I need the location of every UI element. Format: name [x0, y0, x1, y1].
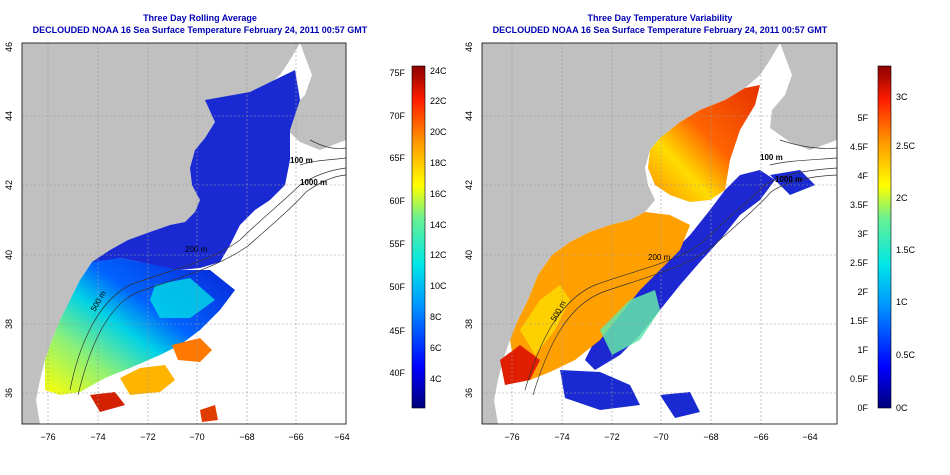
- left-xtick-76: −76: [40, 432, 55, 442]
- left-contour-1000: 1000 m: [300, 178, 327, 187]
- right-cb-f-45: 4.5F: [850, 142, 869, 152]
- left-cb-f-40: 40F: [389, 368, 405, 378]
- left-cb-c-24: 24C: [430, 66, 447, 76]
- right-ytick-44: 44: [464, 111, 474, 121]
- left-cb-f-55: 55F: [389, 239, 405, 249]
- right-ytick-42: 42: [464, 180, 474, 190]
- left-ytick-44: 44: [4, 111, 14, 121]
- left-contour-100: 100 m: [290, 156, 313, 165]
- left-ytick-40: 40: [4, 250, 14, 260]
- left-ytick-42: 42: [4, 180, 14, 190]
- left-sst-cold: [92, 70, 300, 270]
- right-cb-f-4: 4F: [857, 171, 868, 181]
- right-cb-f-1: 1F: [857, 345, 868, 355]
- right-cb-f-25: 2.5F: [850, 258, 869, 268]
- right-ytick-46: 46: [464, 42, 474, 52]
- right-ytick-40: 40: [464, 250, 474, 260]
- right-land: [482, 43, 780, 424]
- right-xtick-68: −68: [703, 432, 718, 442]
- left-xtick-72: −72: [140, 432, 155, 442]
- right-cb-c-15: 1.5C: [896, 245, 916, 255]
- right-xtick-66: −66: [753, 432, 768, 442]
- right-title-line1: Three Day Temperature Variability: [587, 13, 733, 23]
- right-cb-c-0: 0C: [896, 403, 908, 413]
- left-cb-c-10: 10C: [430, 281, 447, 291]
- left-cb-c-8: 8C: [430, 312, 442, 322]
- left-cb-f-45: 45F: [389, 326, 405, 336]
- left-ytick-38: 38: [4, 319, 14, 329]
- right-cb-c-1: 1C: [896, 297, 908, 307]
- left-ytick-46: 46: [4, 42, 14, 52]
- right-cb-f-5: 5F: [857, 113, 868, 123]
- left-cb-f-60: 60F: [389, 196, 405, 206]
- left-cb-c-14: 14C: [430, 220, 447, 230]
- left-cb-c-18: 18C: [430, 158, 447, 168]
- left-xtick-64: −64: [334, 432, 349, 442]
- right-title-line2: DECLOUDED NOAA 16 Sea Surface Temperatur…: [492, 25, 828, 35]
- left-cb-c-22: 22C: [430, 96, 447, 106]
- left-cb-c-6: 6C: [430, 343, 442, 353]
- left-title-line2: DECLOUDED NOAA 16 Sea Surface Temperatur…: [32, 25, 368, 35]
- left-xtick-70: −70: [189, 432, 204, 442]
- left-cb-c-4: 4C: [430, 374, 442, 384]
- left-cb-c-12: 12C: [430, 250, 447, 260]
- right-cb-c-2: 2C: [896, 193, 908, 203]
- right-contour-100: 100 m: [760, 153, 783, 162]
- right-ytick-38: 38: [464, 319, 474, 329]
- left-title-line1: Three Day Rolling Average: [143, 13, 257, 23]
- right-cb-f-3: 3F: [857, 229, 868, 239]
- left-colorbar: [411, 65, 426, 409]
- right-contour-1000: 1000 m: [775, 175, 802, 184]
- right-xtick-76: −76: [504, 432, 519, 442]
- left-xtick-66: −66: [288, 432, 303, 442]
- left-cb-f-75: 75F: [389, 68, 405, 78]
- right-map: [482, 43, 837, 424]
- left-cb-f-70: 70F: [389, 111, 405, 121]
- left-map: [22, 43, 346, 424]
- right-cb-f-15: 1.5F: [850, 316, 869, 326]
- right-xtick-70: −70: [653, 432, 668, 442]
- right-cb-c-25: 2.5C: [896, 141, 916, 151]
- right-var-gom: [648, 85, 760, 202]
- right-cb-c-05: 0.5C: [896, 350, 916, 360]
- left-cb-f-50: 50F: [389, 282, 405, 292]
- right-ytick-36: 36: [464, 388, 474, 398]
- right-xtick-74: −74: [554, 432, 569, 442]
- right-xtick-72: −72: [604, 432, 619, 442]
- left-xtick-68: −68: [239, 432, 254, 442]
- left-cb-f-65: 65F: [389, 153, 405, 163]
- left-sst-warm: [120, 365, 175, 395]
- right-cb-f-35: 3.5F: [850, 200, 869, 210]
- right-var-shelf: [510, 212, 690, 380]
- right-cb-f-05: 0.5F: [850, 374, 869, 384]
- left-xtick-74: −74: [90, 432, 105, 442]
- right-cb-f-0: 0F: [857, 403, 868, 413]
- left-ytick-36: 36: [4, 388, 14, 398]
- right-xtick-64: −64: [802, 432, 817, 442]
- left-cb-c-16: 16C: [430, 189, 447, 199]
- right-colorbar: [877, 65, 892, 409]
- right-contour-200: 200 m: [648, 253, 671, 262]
- right-cb-f-2: 2F: [857, 287, 868, 297]
- left-cb-c-20: 20C: [430, 127, 447, 137]
- left-land: [22, 43, 300, 424]
- left-contour-200: 200 m: [185, 245, 208, 254]
- right-cb-c-3: 3C: [896, 92, 908, 102]
